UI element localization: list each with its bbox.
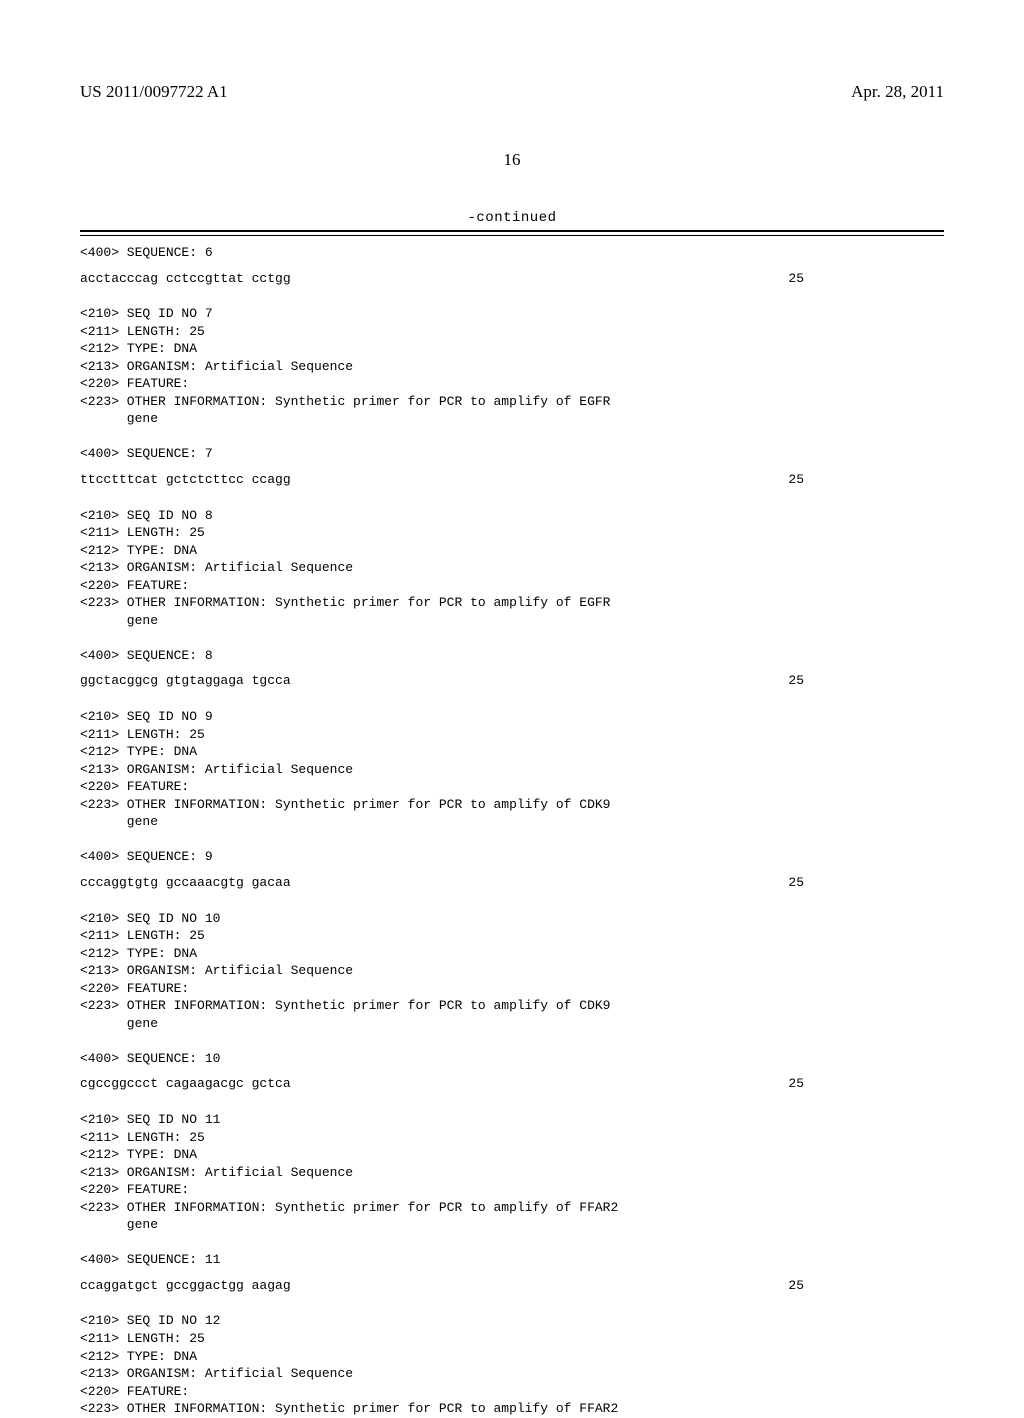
sequence-block: <400> SEQUENCE: 6 acctacccag cctccgttat c…: [80, 244, 944, 287]
publication-date: Apr. 28, 2011: [851, 82, 944, 102]
sequence-line: acctacccag cctccgttat cctgg 25: [80, 270, 944, 288]
sequence-line: cccaggtgtg gccaaacgtg gacaa 25: [80, 874, 944, 892]
rule-heavy-top: [80, 230, 944, 232]
sequence-header: <210> SEQ ID NO 10 <211> LENGTH: 25 <212…: [80, 910, 944, 1068]
page-container: US 2011/0097722 A1 Apr. 28, 2011 16 -con…: [0, 0, 1024, 1320]
continued-label: -continued: [80, 210, 944, 226]
sequence-header: <400> SEQUENCE: 6: [80, 244, 944, 262]
sequence-header: <210> SEQ ID NO 12 <211> LENGTH: 25 <212…: [80, 1312, 944, 1417]
page-number: 16: [80, 150, 944, 170]
sequence-length: 25: [788, 270, 944, 288]
sequence-listing: <400> SEQUENCE: 6 acctacccag cctccgttat c…: [80, 244, 944, 1418]
sequence-block: <210> SEQ ID NO 7 <211> LENGTH: 25 <212>…: [80, 305, 944, 488]
sequence-block: <210> SEQ ID NO 8 <211> LENGTH: 25 <212>…: [80, 507, 944, 690]
sequence-text: ggctacggcg gtgtaggaga tgcca: [80, 672, 291, 690]
sequence-header: <210> SEQ ID NO 9 <211> LENGTH: 25 <212>…: [80, 708, 944, 866]
sequence-block: <210> SEQ ID NO 9 <211> LENGTH: 25 <212>…: [80, 708, 944, 891]
rule-light-top: [80, 235, 944, 236]
sequence-text: ttcctttcat gctctcttcc ccagg: [80, 471, 291, 489]
sequence-length: 25: [788, 874, 944, 892]
sequence-block: <210> SEQ ID NO 12 <211> LENGTH: 25 <212…: [80, 1312, 944, 1417]
sequence-block: <210> SEQ ID NO 11 <211> LENGTH: 25 <212…: [80, 1111, 944, 1294]
sequence-header: <210> SEQ ID NO 8 <211> LENGTH: 25 <212>…: [80, 507, 944, 665]
sequence-text: cccaggtgtg gccaaacgtg gacaa: [80, 874, 291, 892]
sequence-text: ccaggatgct gccggactgg aagag: [80, 1277, 291, 1295]
sequence-line: cgccggccct cagaagacgc gctca 25: [80, 1075, 944, 1093]
sequence-text: acctacccag cctccgttat cctgg: [80, 270, 291, 288]
sequence-text: cgccggccct cagaagacgc gctca: [80, 1075, 291, 1093]
publication-number: US 2011/0097722 A1: [80, 82, 228, 102]
sequence-length: 25: [788, 1075, 944, 1093]
sequence-header: <210> SEQ ID NO 7 <211> LENGTH: 25 <212>…: [80, 305, 944, 463]
sequence-line: ccaggatgct gccggactgg aagag 25: [80, 1277, 944, 1295]
sequence-header: <210> SEQ ID NO 11 <211> LENGTH: 25 <212…: [80, 1111, 944, 1269]
sequence-line: ttcctttcat gctctcttcc ccagg 25: [80, 471, 944, 489]
sequence-block: <210> SEQ ID NO 10 <211> LENGTH: 25 <212…: [80, 910, 944, 1093]
sequence-length: 25: [788, 672, 944, 690]
sequence-length: 25: [788, 471, 944, 489]
page-header: US 2011/0097722 A1 Apr. 28, 2011: [80, 0, 944, 102]
sequence-line: ggctacggcg gtgtaggaga tgcca 25: [80, 672, 944, 690]
sequence-length: 25: [788, 1277, 944, 1295]
